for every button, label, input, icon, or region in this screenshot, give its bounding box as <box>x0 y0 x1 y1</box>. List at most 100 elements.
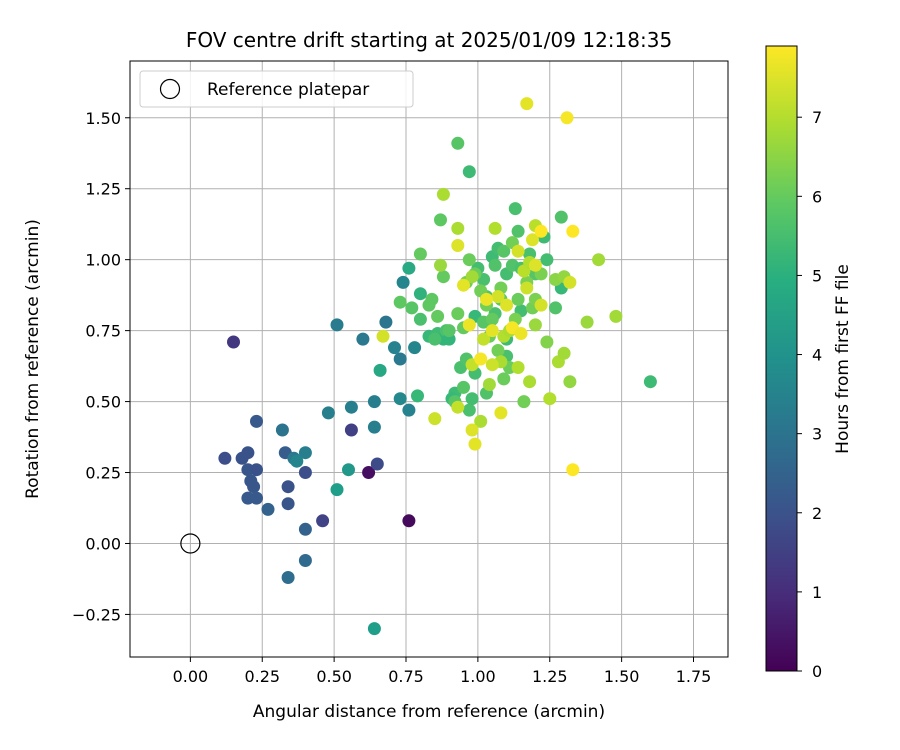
data-point <box>411 389 424 403</box>
colorbar-tick-label: 2 <box>812 504 822 523</box>
data-point <box>356 332 370 346</box>
data-point <box>468 437 482 451</box>
data-point <box>379 315 393 329</box>
data-point <box>241 446 255 460</box>
legend-label: Reference platepar <box>207 80 369 100</box>
data-point <box>511 361 525 374</box>
data-point <box>330 318 344 332</box>
data-point <box>298 466 312 479</box>
data-point <box>451 221 465 235</box>
data-point <box>554 210 568 224</box>
data-point <box>528 258 542 272</box>
data-point <box>342 463 355 477</box>
data-point <box>393 352 407 366</box>
data-point <box>485 324 499 338</box>
data-point <box>281 480 295 494</box>
data-point <box>462 403 476 417</box>
data-point <box>580 315 594 329</box>
y-tick-label: 0.00 <box>85 534 121 553</box>
data-point <box>261 502 275 516</box>
data-point <box>511 224 525 238</box>
colorbar-tick-label: 5 <box>812 266 822 285</box>
data-point <box>526 233 539 247</box>
data-point <box>362 466 376 479</box>
colorbar-tick-label: 3 <box>812 425 822 444</box>
data-point <box>465 392 479 406</box>
x-axis-ticks: 0.00 0.25 0.50 0.75 1.00 1.25 1.50 1.75 <box>173 657 712 686</box>
data-point <box>511 292 525 306</box>
data-point <box>462 318 476 332</box>
data-point <box>408 341 422 355</box>
x-tick-label: 0.25 <box>244 667 280 686</box>
data-point <box>457 278 470 292</box>
colorbar-tick-label: 6 <box>812 187 822 206</box>
data-point <box>462 165 476 179</box>
data-point <box>413 247 427 261</box>
data-point <box>540 335 554 349</box>
data-point <box>402 514 416 528</box>
data-point <box>396 275 410 289</box>
data-point <box>477 332 491 346</box>
y-tick-label: 1.50 <box>85 109 121 128</box>
x-tick-label: 1.25 <box>532 667 568 686</box>
data-point <box>566 224 580 238</box>
data-point <box>330 483 344 497</box>
y-axis-ticks: −0.25 0.00 0.25 0.50 0.75 1.00 1.25 1.50 <box>72 109 130 624</box>
x-tick-label: 1.75 <box>676 667 712 686</box>
data-point <box>534 298 548 312</box>
colorbar-tick-label: 0 <box>812 662 822 681</box>
legend-marker-open-circle <box>159 78 181 100</box>
data-point <box>560 111 574 125</box>
data-point <box>250 414 263 428</box>
data-point <box>413 312 427 326</box>
data-point <box>393 295 407 309</box>
y-tick-label: 1.25 <box>85 180 121 199</box>
data-point <box>543 392 557 406</box>
y-tick-label: −0.25 <box>72 605 121 624</box>
data-point <box>367 420 381 434</box>
data-point <box>405 301 419 315</box>
data-point <box>428 332 442 346</box>
data-point <box>488 221 502 235</box>
data-point <box>643 375 657 389</box>
data-point <box>344 400 358 414</box>
data-point <box>376 329 390 343</box>
data-point <box>451 136 465 150</box>
data-point <box>491 290 505 304</box>
data-point <box>557 346 571 360</box>
data-point <box>488 258 502 272</box>
data-point <box>528 318 542 332</box>
data-point <box>592 253 606 267</box>
data-point <box>540 253 554 267</box>
data-point <box>402 261 416 275</box>
data-point <box>442 324 456 338</box>
data-point <box>218 451 232 465</box>
data-point <box>298 554 312 567</box>
colorbar-ticks: 0 1 2 3 4 5 6 7 <box>797 108 822 681</box>
data-point <box>281 497 295 511</box>
data-point <box>451 239 465 252</box>
data-point <box>428 412 442 426</box>
chart-title: FOV centre drift starting at 2025/01/09 … <box>186 28 672 52</box>
data-point <box>500 298 514 312</box>
data-point <box>497 372 511 386</box>
data-point <box>436 270 450 284</box>
y-tick-label: 1.00 <box>85 251 121 270</box>
data-point <box>497 244 511 258</box>
data-point <box>485 358 499 372</box>
data-point <box>566 463 580 477</box>
data-point <box>281 571 295 584</box>
y-tick-label: 0.75 <box>85 322 121 341</box>
data-point <box>549 301 562 315</box>
data-point <box>457 380 470 394</box>
data-point <box>321 406 335 420</box>
x-tick-label: 0.50 <box>316 667 352 686</box>
plot-frame <box>129 60 729 658</box>
data-point <box>422 298 436 312</box>
x-tick-label: 1.00 <box>460 667 496 686</box>
data-point <box>494 406 508 420</box>
data-point <box>370 457 384 471</box>
data-point <box>367 622 381 636</box>
data-point <box>250 463 263 477</box>
